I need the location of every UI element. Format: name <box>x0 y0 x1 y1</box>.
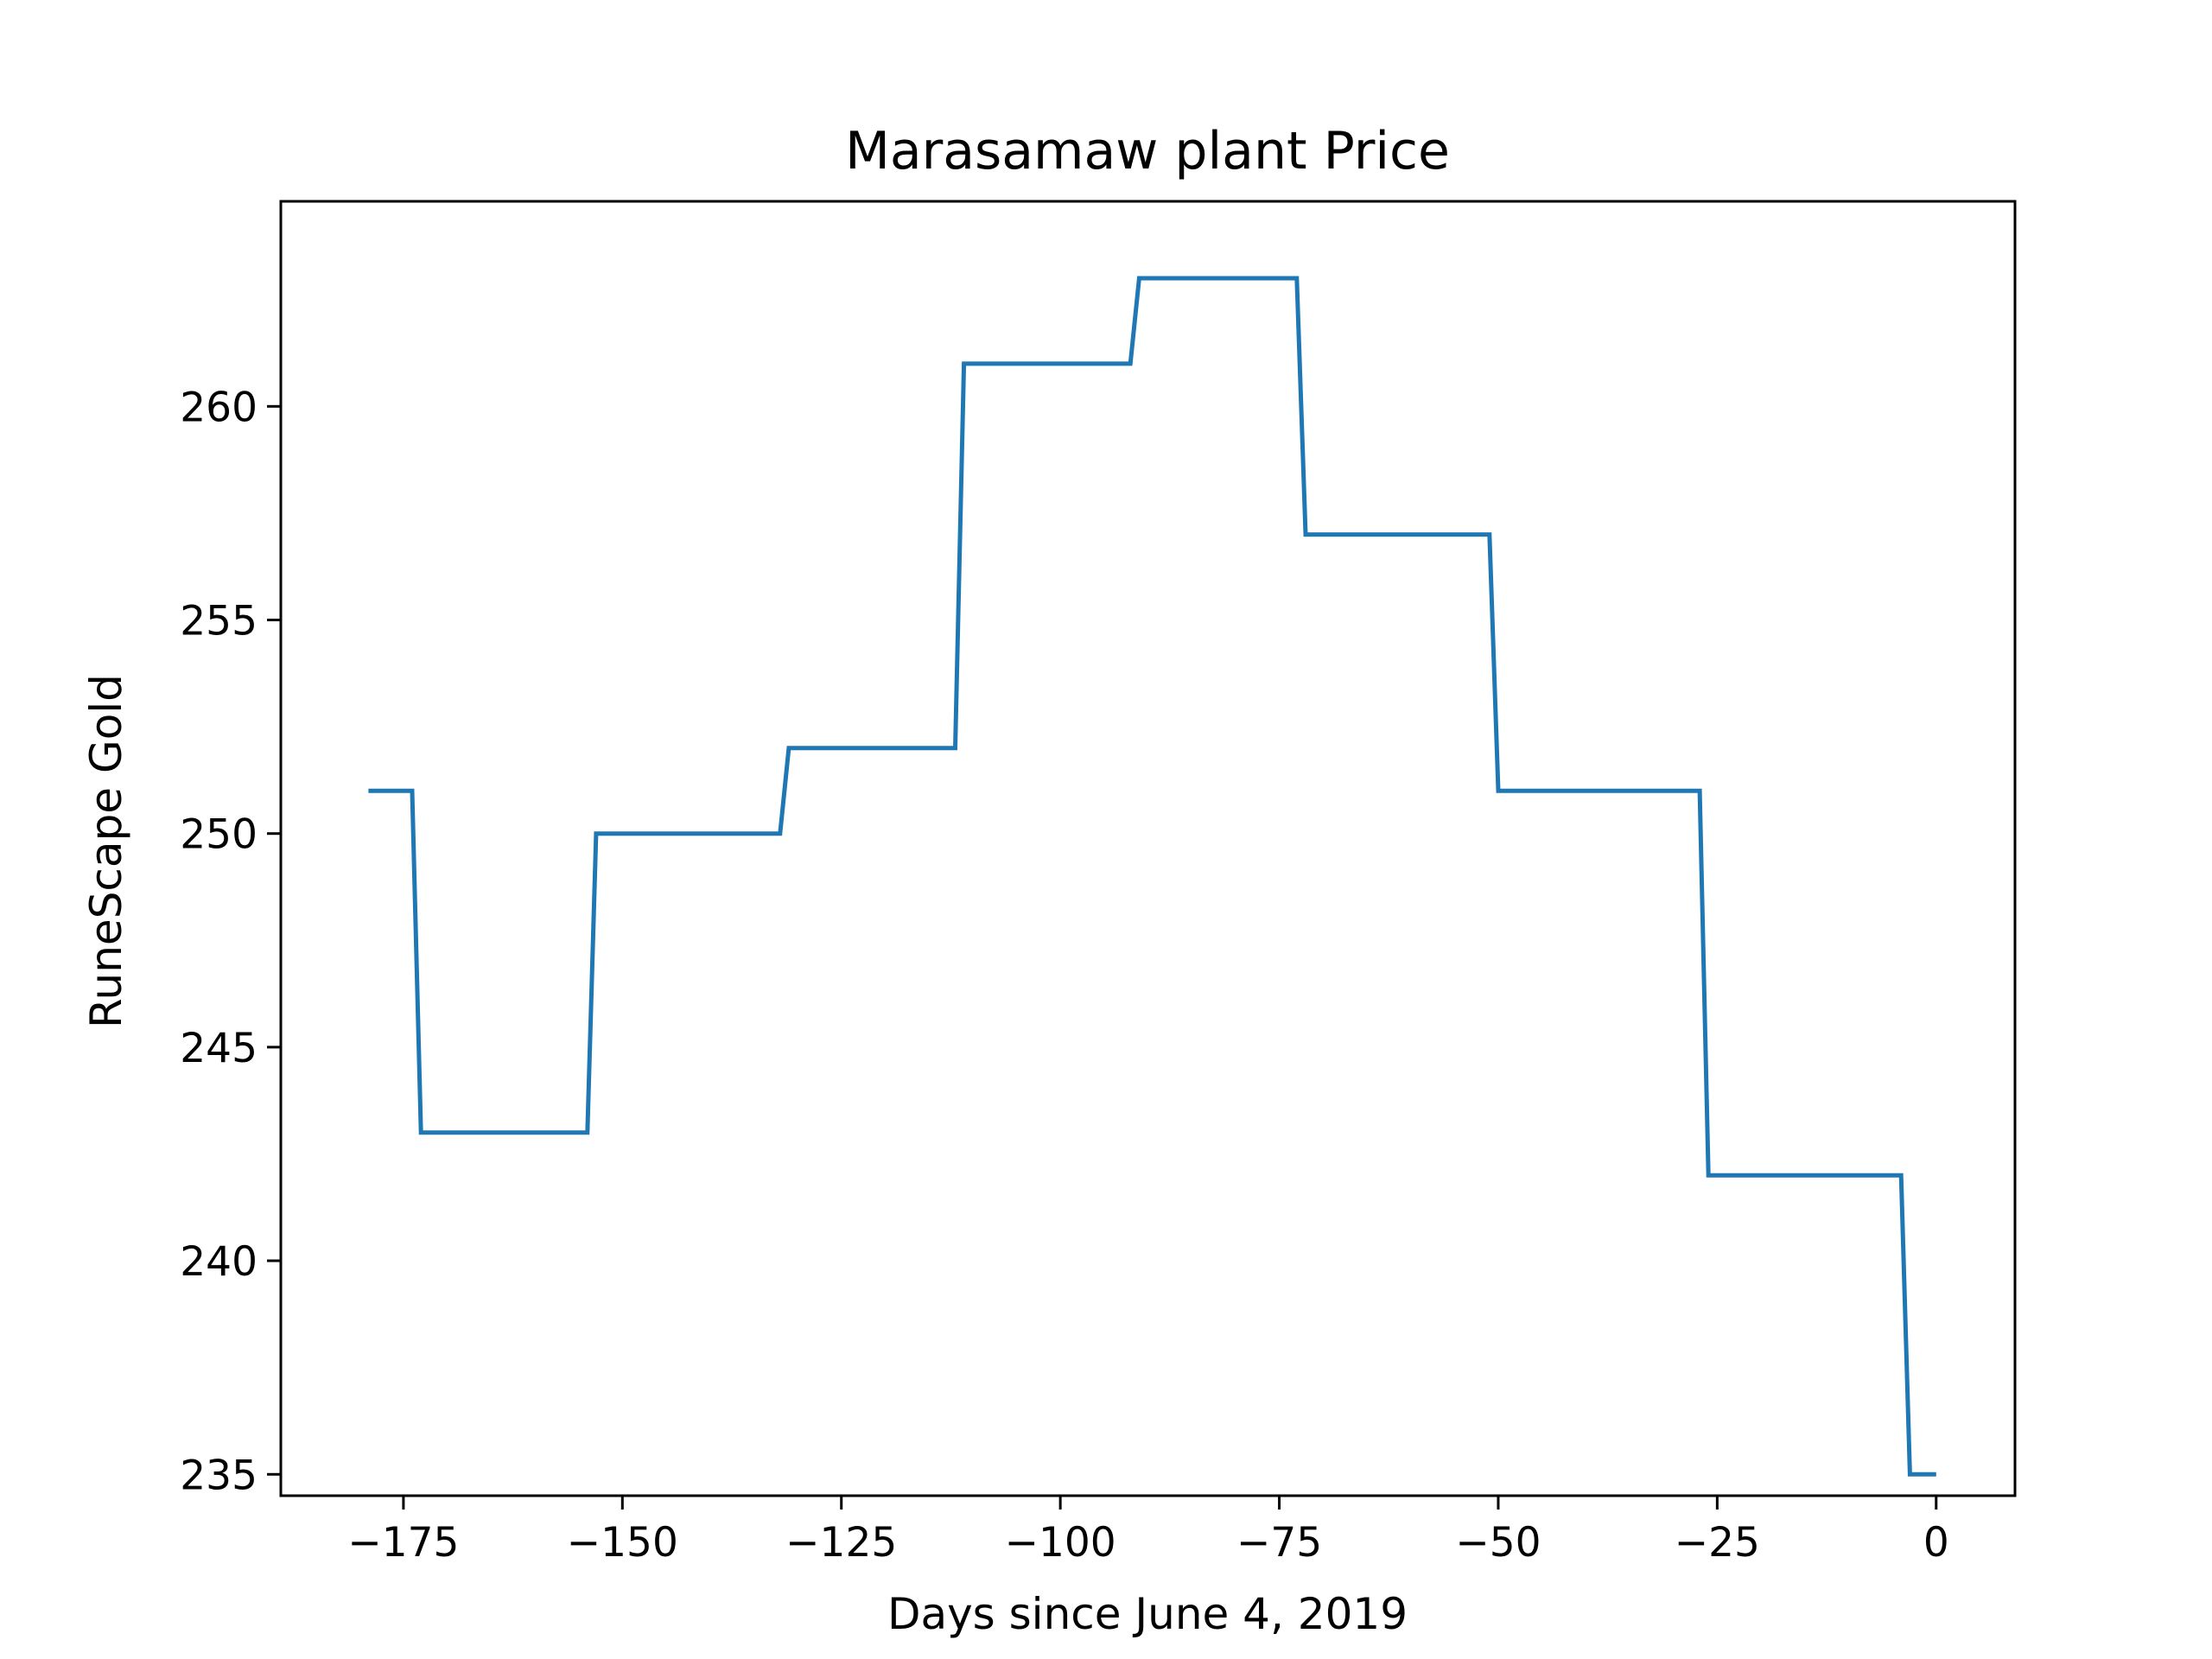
x-tick-label: −125 <box>785 1519 897 1567</box>
x-axis-label: Days since June 4, 2019 <box>887 1589 1408 1639</box>
y-tick-label: 235 <box>180 1452 257 1499</box>
x-tick-label: −25 <box>1675 1519 1760 1567</box>
x-tick-label: −50 <box>1455 1519 1541 1567</box>
y-tick-label: 260 <box>180 384 257 431</box>
y-tick-label: 245 <box>180 1025 257 1072</box>
y-axis-label: RuneScape Gold <box>81 674 131 1028</box>
plot-area <box>368 276 1936 1477</box>
chart-title: Marasamaw plant Price <box>845 121 1450 181</box>
x-tick-label: −175 <box>347 1519 459 1567</box>
x-axis-ticks: −175 −150 −125 −100 −75 −50 −25 0 <box>347 1496 1949 1567</box>
y-tick-label: 255 <box>180 598 257 645</box>
y-axis-ticks: 235 240 245 250 255 260 <box>180 384 281 1499</box>
x-tick-label: −100 <box>1005 1519 1116 1567</box>
x-tick-label: −75 <box>1236 1519 1322 1567</box>
y-tick-label: 250 <box>180 811 257 859</box>
price-series-line <box>368 276 1936 1477</box>
axes-frame <box>279 200 2017 1497</box>
y-tick-label: 240 <box>180 1238 257 1286</box>
x-tick-label: −150 <box>567 1519 678 1567</box>
x-tick-label: 0 <box>1923 1519 1949 1567</box>
